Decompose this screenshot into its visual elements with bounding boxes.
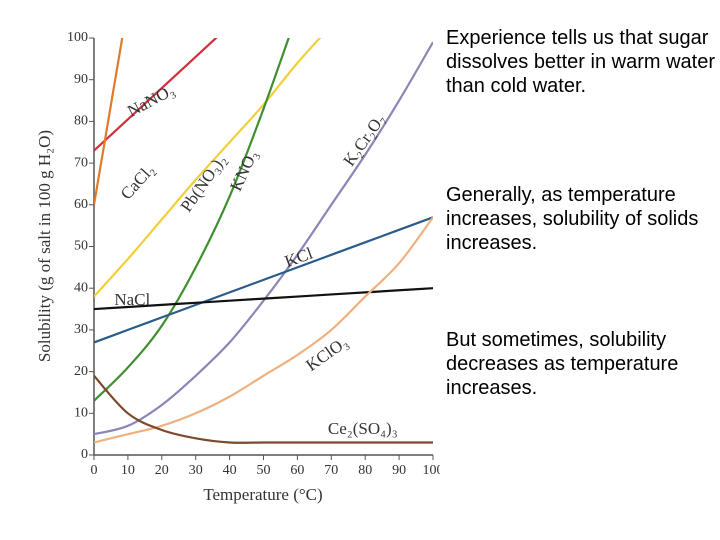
x-tick-label: 20	[155, 463, 169, 478]
y-tick-label: 30	[74, 322, 88, 337]
series-line	[94, 375, 433, 444]
x-tick-label: 50	[257, 463, 271, 478]
x-tick-label: 100	[423, 463, 441, 478]
series-line	[94, 216, 433, 444]
series-line	[94, 38, 290, 402]
curve-label: KCl	[282, 243, 315, 271]
series-line	[94, 38, 322, 298]
paragraph: Experience tells us that sugar dissolves…	[446, 27, 715, 97]
y-tick-label: 90	[74, 72, 88, 87]
x-tick-label: 90	[392, 463, 406, 478]
y-tick-label: 10	[74, 406, 88, 421]
y-tick-label: 0	[81, 447, 88, 462]
paragraph: Generally, as temperature increases, sol…	[446, 184, 699, 254]
series-line	[94, 216, 433, 344]
y-tick-label: 20	[74, 364, 88, 379]
curve-label: NaNO₃	[124, 80, 177, 120]
plot-area	[94, 38, 433, 444]
series-line	[94, 38, 124, 205]
curve-label: KNO₃	[226, 147, 261, 194]
x-tick-label: 30	[189, 463, 203, 478]
series-line	[94, 38, 218, 152]
y-tick-label: 40	[74, 280, 88, 295]
x-tick-label: 0	[91, 463, 98, 478]
y-tick-label: 60	[74, 197, 88, 212]
y-tick-label: 100	[67, 30, 88, 45]
x-tick-label: 60	[290, 463, 304, 478]
y-tick-label: 70	[74, 155, 88, 170]
y-axis-title: Solubility (g of salt in 100 g H₂O)	[35, 130, 54, 362]
paragraph: But sometimes, solubility decreases as t…	[446, 329, 679, 399]
x-axis-title: Temperature (°C)	[203, 485, 322, 504]
series-line	[94, 41, 433, 436]
curve-label: CaCl₂	[117, 160, 158, 203]
x-tick-label: 80	[358, 463, 372, 478]
curve-label: KClO₃	[302, 333, 351, 375]
x-tick-label: 10	[121, 463, 135, 478]
curve-label: K₂Cr₂O₇	[339, 110, 389, 170]
x-tick-label: 70	[324, 463, 338, 478]
curve-label: Ce₂(SO₄)₃	[328, 419, 398, 438]
curve-label: NaCl	[114, 290, 150, 309]
series-line	[94, 287, 433, 311]
y-tick-label: 50	[74, 239, 88, 254]
x-tick-label: 40	[223, 463, 237, 478]
y-tick-label: 80	[74, 114, 88, 129]
chart: Temperature (°C) Solubility (g of salt i…	[35, 30, 441, 504]
curve-label: Pb(NO₃)₂	[177, 151, 230, 216]
